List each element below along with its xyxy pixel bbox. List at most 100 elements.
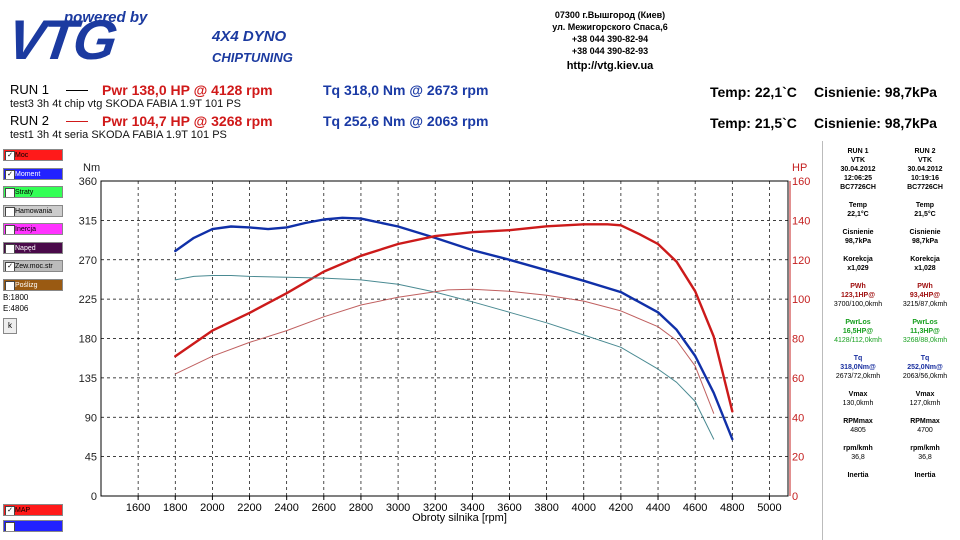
address-line: 07300 г.Вышгород (Киев) xyxy=(554,10,666,20)
info-tq-label: Tq xyxy=(853,355,863,362)
info-rpm: 4805 xyxy=(850,427,866,434)
y-left-tick-label: 45 xyxy=(85,452,97,464)
checkbox-label: Inercja xyxy=(15,226,37,233)
info-inertia-label: Inertia xyxy=(914,472,936,479)
info-site: VTK xyxy=(918,157,932,164)
run1-description: test3 3h 4t chip vtg SKODA FABIA 1.9T 10… xyxy=(10,98,241,110)
x-tick-label: 4600 xyxy=(683,502,707,514)
info-ratio: 36,8 xyxy=(918,454,932,461)
info-loss: 11,3HP@ xyxy=(910,328,940,335)
logo-tagline: powered by xyxy=(64,9,148,26)
info-plate: BC7726CH xyxy=(840,184,876,191)
y-right-tick-label: 100 xyxy=(792,294,810,306)
info-loss-label: PwrLos xyxy=(912,319,938,326)
info-press: 98,7kPa xyxy=(911,238,939,245)
curve-toggle-checkbox[interactable]: Poślizg xyxy=(3,278,63,291)
y-right-tick-label: 40 xyxy=(792,412,804,424)
y-left-tick-label: 90 xyxy=(85,412,97,424)
run2-description: test1 3h 4t seria SKODA FABIA 1.9T 101 P… xyxy=(10,129,227,141)
info-pwh: 123,1HP@ xyxy=(840,292,876,299)
run1-torque: Tq 318,0 Nm @ 2673 rpm xyxy=(323,82,489,98)
map-toggle-checkbox[interactable] xyxy=(3,520,63,532)
info-pwh-label: PWh xyxy=(850,283,866,290)
info-temp: 21,5°C xyxy=(914,211,936,218)
website-link[interactable]: http://vtg.kiev.ua xyxy=(566,60,654,72)
info-date: 30.04.2012 xyxy=(907,166,943,173)
x-tick-label: 2000 xyxy=(200,502,224,514)
checkbox-mark-icon xyxy=(5,522,15,531)
info-date: 30.04.2012 xyxy=(840,166,876,173)
info-press-label: Cisnienie xyxy=(842,229,874,236)
run1-line-legend xyxy=(66,90,88,91)
info-header: RUN 1 xyxy=(847,148,869,155)
info-pwh-at: 3700/100,0kmh xyxy=(833,301,883,308)
curve-toggle-checkbox[interactable]: Straty xyxy=(3,186,63,198)
info-corr-label: Korekcja xyxy=(910,256,940,263)
map-toggle-checkbox[interactable]: ✓ MAP xyxy=(3,504,63,516)
checkbox-label: Hamowania xyxy=(15,207,52,215)
x-tick-label: 1600 xyxy=(126,502,150,514)
run1-temp: Temp: 22,1`C xyxy=(710,84,797,100)
info-pwh-at: 3215/87,0kmh xyxy=(902,301,948,308)
info-header: RUN 2 xyxy=(914,148,936,155)
checkbox-mark-icon xyxy=(5,188,15,197)
curve-toggle-checkbox[interactable]: Hamowania xyxy=(3,204,63,217)
curve-toggle-checkbox[interactable]: Inercja xyxy=(3,223,63,235)
y-right-tick-label: 120 xyxy=(792,255,810,267)
checkbox-mark-icon xyxy=(5,225,15,234)
run2-torque: Tq 252,6 Nm @ 2063 rpm xyxy=(323,113,489,129)
x-tick-label: 1800 xyxy=(163,502,187,514)
run1-info-column: RUN 1 VTK 30.04.2012 12:06:25 BC7726CH Temp 22… xyxy=(825,147,891,480)
info-temp-label: Temp xyxy=(848,202,868,209)
y-left-tick-label: 360 xyxy=(79,176,97,188)
k-button[interactable]: k xyxy=(3,318,17,334)
y-left-axis-label: Nm xyxy=(83,162,100,174)
curve-toggle-checkbox[interactable]: ✓ Zew.moc.str xyxy=(3,260,63,272)
info-ratio-label: rpm/kmh xyxy=(910,445,940,452)
info-temp: 22,1°C xyxy=(847,211,869,218)
run2-label: RUN 2 xyxy=(10,113,50,128)
curve-toggle-checkbox[interactable]: Napęd xyxy=(3,241,63,254)
info-site: VTK xyxy=(851,157,865,164)
info-inertia-label: Inertia xyxy=(847,472,869,479)
end-rpm: E:4806 xyxy=(3,304,29,313)
checkbox-label: Moc xyxy=(15,152,29,159)
run2-info-column: RUN 2 VTK 30.04.2012 10:19:16 BC7726CH Temp 21… xyxy=(892,147,958,480)
x-tick-label: 3800 xyxy=(534,502,558,514)
info-time: 10:19:16 xyxy=(910,175,940,182)
x-tick-label: 3600 xyxy=(497,502,521,514)
checkbox-label: Poślizg xyxy=(15,281,38,289)
x-tick-label: 4000 xyxy=(572,502,596,514)
info-time: 12:06:25 xyxy=(843,175,873,182)
y-right-tick-label: 0 xyxy=(792,491,798,503)
info-temp-label: Temp xyxy=(915,202,935,209)
info-loss-at: 3268/88,0kmh xyxy=(902,337,948,344)
x-tick-label: 2600 xyxy=(312,502,336,514)
checkbox-label: Zew.moc.str xyxy=(15,263,53,270)
x-tick-label: 4400 xyxy=(646,502,670,514)
checkbox-mark-icon xyxy=(5,280,15,290)
y-right-tick-label: 160 xyxy=(792,176,810,188)
info-vmax-label: Vmax xyxy=(915,391,935,398)
curve-toggle-checkbox[interactable]: ✓ Moc xyxy=(3,149,63,161)
checkbox-label: MAP xyxy=(15,507,31,514)
info-ratio-label: rpm/kmh xyxy=(843,445,873,452)
info-ratio: 36,8 xyxy=(851,454,865,461)
info-corr: x1,028 xyxy=(914,265,936,272)
series-line-4 xyxy=(174,288,715,414)
y-left-tick-label: 225 xyxy=(79,294,97,306)
curve-toggle-checkbox[interactable]: ✓ Moment xyxy=(3,167,63,180)
x-tick-label: 4800 xyxy=(720,502,744,514)
run1-power: Pwr 138,0 HP @ 4128 rpm xyxy=(102,82,273,98)
run1-label: RUN 1 xyxy=(10,82,50,97)
x-axis-label: Obroty silnika [rpm] xyxy=(412,512,507,524)
info-tq-label: Tq xyxy=(920,355,930,362)
checkbox-label: Moment xyxy=(15,170,41,178)
info-loss: 16,5HP@ xyxy=(842,328,874,335)
info-press-label: Cisnienie xyxy=(909,229,941,236)
series-line-2 xyxy=(174,223,734,413)
x-tick-label: 5000 xyxy=(757,502,781,514)
x-tick-label: 3200 xyxy=(423,502,447,514)
run2-pressure: Cisnienie: 98,7kPa xyxy=(814,115,937,131)
y-left-tick-label: 135 xyxy=(79,373,97,385)
